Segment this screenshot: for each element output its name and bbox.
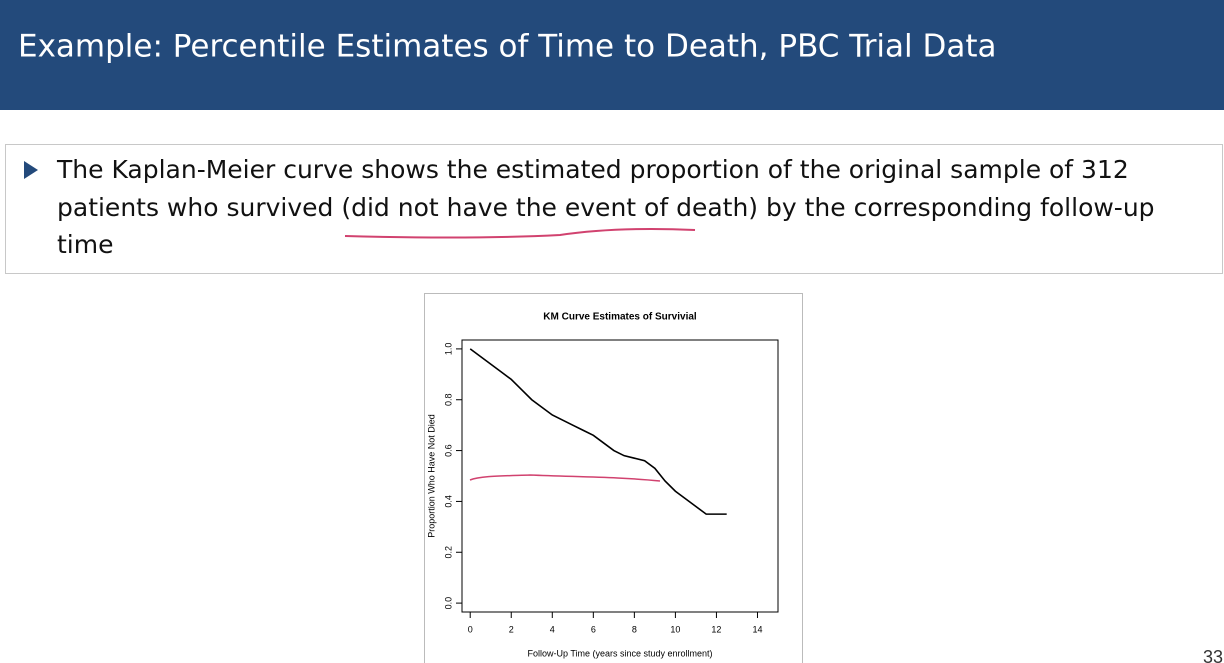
- bullet-line: patients who survived (did not have the …: [57, 193, 1155, 222]
- plot-box: [461, 339, 779, 613]
- bullet-line: The Kaplan-Meier curve shows the estimat…: [56, 155, 1129, 184]
- header-band: [0, 0, 1224, 110]
- x-tick-label: 10: [670, 624, 680, 634]
- x-tick-label: 4: [550, 624, 555, 634]
- x-axis-label: Follow-Up Time (years since study enroll…: [527, 648, 712, 658]
- y-axis-label: Proportion Who Have Not Died: [426, 414, 436, 538]
- x-tick-label: 6: [591, 624, 596, 634]
- y-tick-label: 0.2: [443, 546, 453, 559]
- slide-title: Example: Percentile Estimates of Time to…: [18, 29, 997, 65]
- y-tick-label: 0.0: [443, 597, 453, 610]
- y-tick-label: 0.6: [443, 444, 453, 457]
- y-tick-label: 0.8: [443, 393, 453, 406]
- y-tick-label: 1.0: [443, 343, 453, 356]
- y-tick-label: 0.4: [443, 495, 453, 508]
- page-number: 33: [1203, 647, 1223, 663]
- x-tick-label: 2: [509, 624, 514, 634]
- survival-curve: [469, 348, 727, 515]
- x-tick-label: 8: [632, 624, 637, 634]
- bullet-icon: [24, 161, 38, 179]
- x-tick-label: 0: [468, 624, 473, 634]
- x-tick-label: 14: [752, 624, 762, 634]
- ink-annotation: [469, 474, 661, 482]
- bullet-line: time: [57, 230, 113, 259]
- chart: KM Curve Estimates of Survivial 0 2 4 6 8 10 12…: [426, 312, 779, 658]
- ink-underline: [344, 228, 696, 239]
- chart-title: KM Curve Estimates of Survivial: [543, 312, 697, 323]
- x-tick-label: 12: [711, 624, 721, 634]
- bullet-box: [5, 144, 1223, 274]
